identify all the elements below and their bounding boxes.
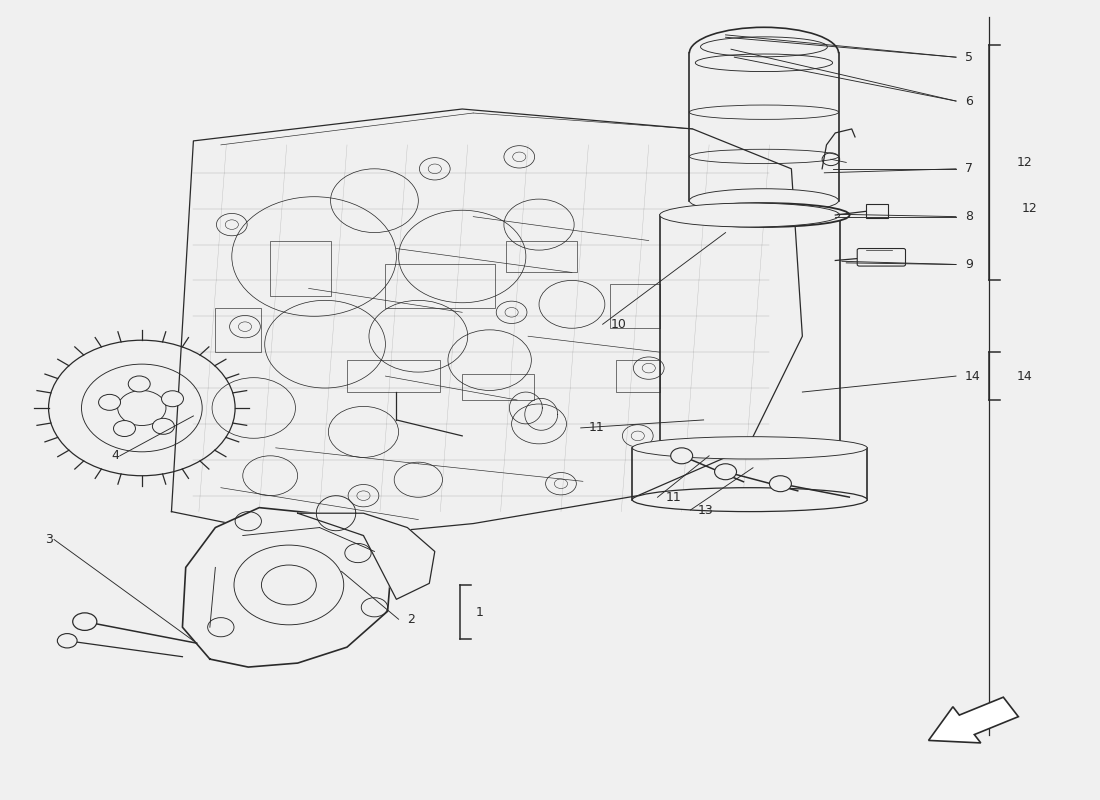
Text: 13: 13 — [698, 503, 714, 517]
Text: 12: 12 — [1016, 156, 1032, 169]
Text: 3: 3 — [45, 533, 53, 546]
Text: 7: 7 — [965, 162, 972, 175]
Text: 4: 4 — [111, 450, 119, 462]
Bar — [616, 360, 660, 392]
Circle shape — [769, 476, 791, 492]
Text: 6: 6 — [965, 94, 972, 107]
Text: 11: 11 — [666, 490, 681, 504]
Text: 9: 9 — [965, 258, 972, 271]
Polygon shape — [298, 514, 434, 599]
Ellipse shape — [660, 203, 839, 227]
Circle shape — [671, 448, 693, 464]
Text: 10: 10 — [610, 318, 626, 330]
Circle shape — [715, 464, 737, 480]
Text: 8: 8 — [965, 210, 972, 223]
Circle shape — [57, 634, 77, 648]
FancyBboxPatch shape — [857, 249, 905, 266]
Text: 5: 5 — [965, 50, 972, 64]
Polygon shape — [183, 508, 390, 667]
Circle shape — [73, 613, 97, 630]
Bar — [506, 241, 578, 273]
Ellipse shape — [632, 437, 867, 459]
Bar — [385, 265, 495, 308]
Text: 11: 11 — [588, 422, 604, 434]
Text: 14: 14 — [965, 370, 980, 382]
Bar — [216, 308, 262, 352]
Ellipse shape — [690, 189, 838, 213]
Ellipse shape — [632, 488, 867, 512]
Circle shape — [129, 376, 151, 392]
Circle shape — [153, 418, 175, 434]
Bar — [610, 285, 660, 328]
Text: 12: 12 — [1022, 202, 1037, 215]
Circle shape — [99, 394, 121, 410]
Text: 1: 1 — [475, 606, 483, 618]
Circle shape — [162, 390, 184, 406]
Bar — [866, 204, 888, 218]
Bar — [462, 374, 534, 400]
Ellipse shape — [679, 203, 849, 227]
Text: 14: 14 — [1016, 370, 1032, 382]
Bar — [346, 360, 440, 392]
Circle shape — [113, 421, 135, 437]
Bar — [271, 241, 331, 296]
Text: 2: 2 — [407, 613, 415, 626]
FancyArrow shape — [928, 697, 1019, 743]
